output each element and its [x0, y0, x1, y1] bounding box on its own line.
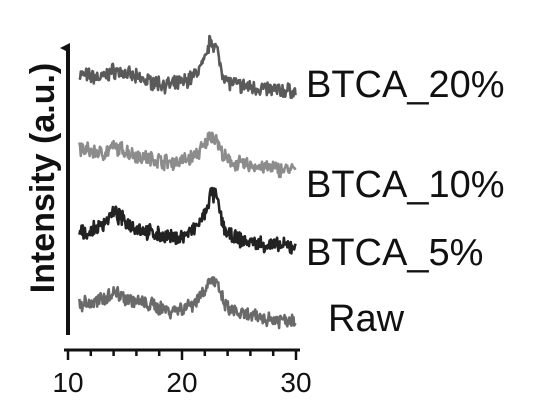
series-group: [78, 34, 297, 330]
x-tick-label: 20: [166, 367, 197, 398]
x-tick-label: 10: [52, 367, 83, 398]
series-label-raw: Raw: [328, 298, 405, 340]
series-line-0: [78, 34, 297, 100]
x-tick-label: 30: [280, 367, 311, 398]
series-label-btca-10: BTCA_10%: [306, 164, 505, 206]
x-ticks: 10 20 30: [52, 350, 312, 398]
series-label-btca-20: BTCA_20%: [306, 64, 505, 106]
series-line-3: [78, 276, 297, 330]
series-line-2: [78, 186, 297, 255]
series-line-1: [78, 131, 297, 179]
series-label-btca-5: BTCA_5%: [306, 232, 483, 274]
y-axis-label: Intensity (a.u.): [24, 63, 62, 293]
